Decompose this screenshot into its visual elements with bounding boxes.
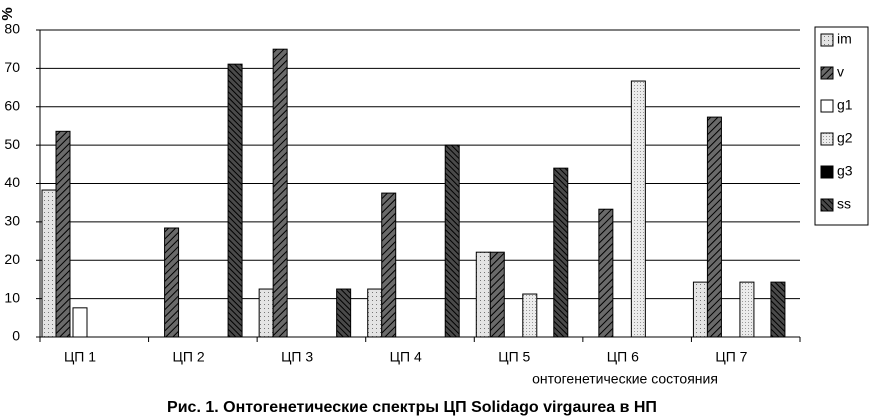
bar [598, 208, 614, 338]
y-tick-label: 60 [4, 97, 20, 113]
x-tick-label: ЦП 1 [64, 349, 96, 365]
legend-label: v [837, 64, 844, 80]
bar [630, 80, 646, 338]
legend-label: g3 [837, 163, 853, 179]
bar [706, 116, 722, 338]
y-tick-label: 50 [4, 136, 20, 152]
bar [381, 192, 397, 338]
bar [367, 288, 383, 338]
bar [475, 251, 491, 338]
legend-swatch [820, 99, 834, 113]
bar [522, 293, 538, 338]
y-tick-label: 20 [4, 251, 20, 267]
x-axis-label: онтогенетические состояния [532, 371, 718, 387]
y-axis-label: % [0, 7, 16, 20]
y-tick-label: 30 [4, 213, 20, 229]
bar [227, 63, 243, 338]
bar [553, 167, 569, 338]
bar [55, 130, 71, 338]
bar [444, 144, 460, 338]
legend-swatch [820, 66, 834, 80]
y-tick-label: 40 [4, 174, 20, 190]
x-tick-label: ЦП 5 [498, 349, 530, 365]
legend-label: ss [837, 196, 851, 212]
y-tick-label: 0 [12, 328, 20, 344]
bar [489, 251, 505, 338]
x-tick-label: ЦП 6 [607, 349, 639, 365]
legend-swatch [820, 132, 834, 146]
bar [72, 307, 88, 338]
legend-box [814, 26, 869, 226]
legend-swatch [820, 165, 834, 179]
bar [739, 281, 755, 338]
x-tick-label: ЦП 3 [281, 349, 313, 365]
chart-title: Рис. 1. Онтогенетические спектры ЦП Soli… [167, 399, 657, 416]
x-tick-label: ЦП 4 [390, 349, 422, 365]
x-tick-label: ЦП 2 [173, 349, 205, 365]
x-tick-label: ЦП 7 [715, 349, 747, 365]
y-tick-label: 10 [4, 289, 20, 305]
legend-label: g2 [837, 130, 853, 146]
legend-swatch [820, 33, 834, 47]
bar [770, 281, 786, 338]
bar [164, 227, 180, 338]
legend-label: g1 [837, 97, 853, 113]
y-tick-label: 80 [4, 21, 20, 37]
bar [272, 48, 288, 338]
bar [41, 189, 57, 338]
bar [336, 288, 352, 338]
legend-swatch [820, 198, 834, 212]
bar [258, 288, 274, 338]
y-tick-label: 70 [4, 59, 20, 75]
legend-label: im [837, 31, 852, 47]
bar [692, 281, 708, 338]
